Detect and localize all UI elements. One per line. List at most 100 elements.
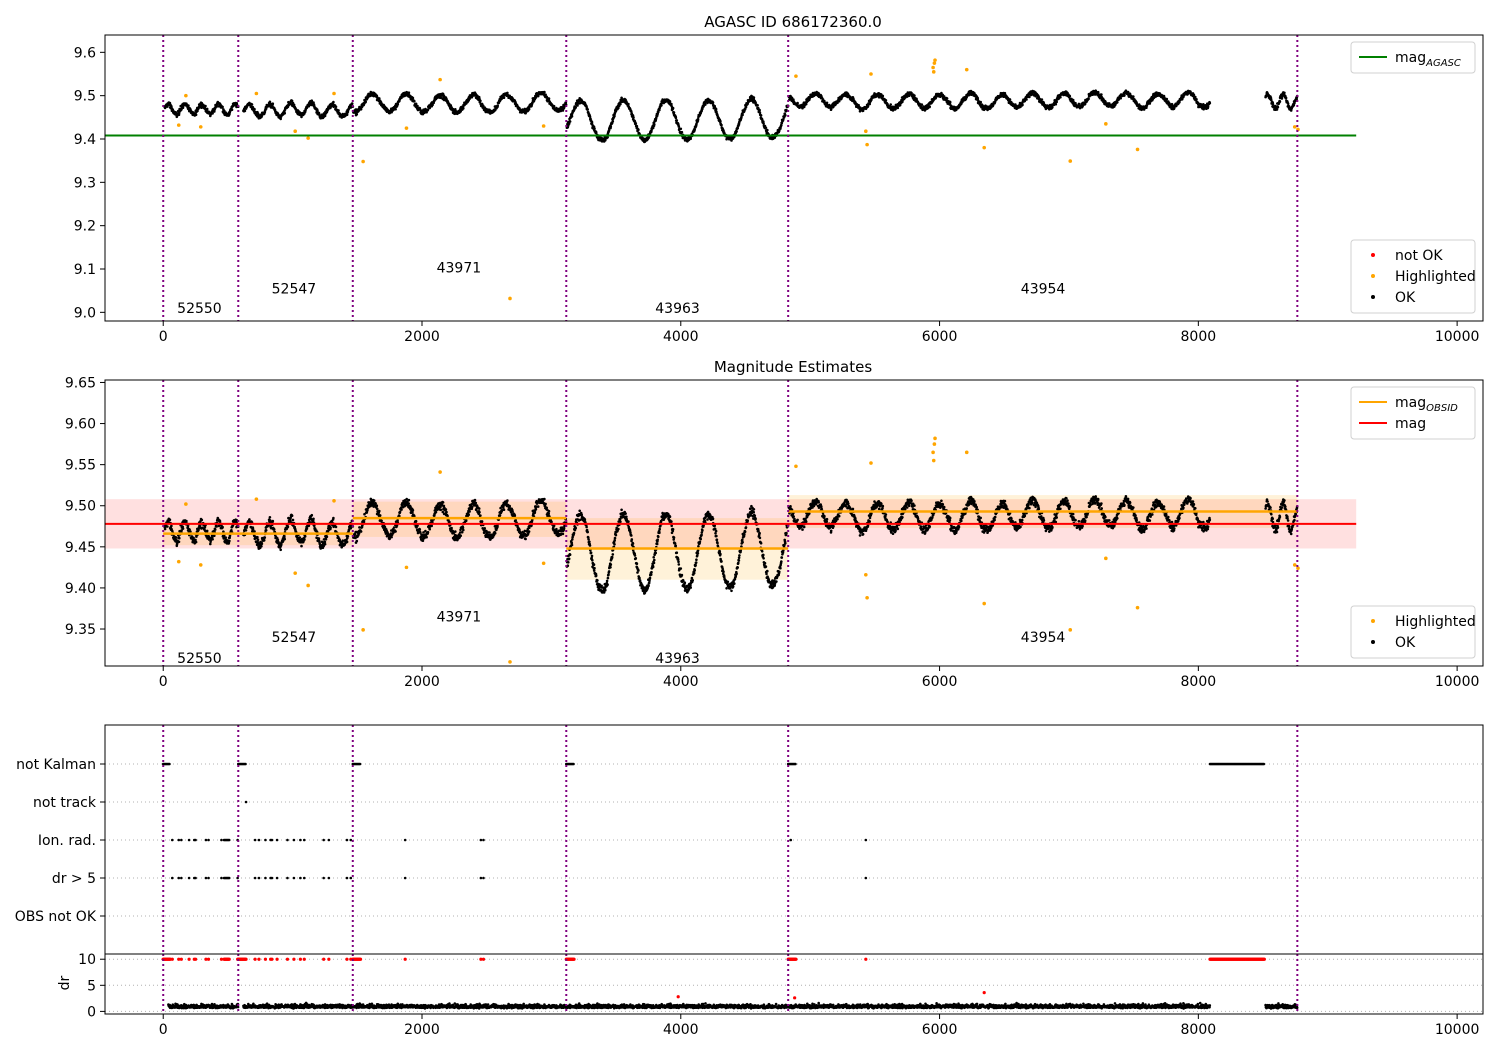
estimates-ok-point <box>283 535 286 539</box>
agasc-ok-point <box>590 120 594 124</box>
agasc-highlighted-point <box>1104 122 1108 126</box>
estimates-ok-point <box>376 507 379 511</box>
estimates-ok-point <box>200 518 204 522</box>
agasc-ok-point <box>735 130 738 133</box>
agasc-ok-point <box>312 101 315 104</box>
agasc-ok-point <box>1025 98 1028 101</box>
estimates-ok-point <box>407 502 411 505</box>
agasc-ok-point <box>1040 98 1044 101</box>
agasc-highlighted-point <box>1135 147 1140 152</box>
estimates-ok-point <box>426 530 430 534</box>
agasc-ok-point <box>396 103 400 106</box>
estimates-ok-point <box>390 535 393 539</box>
estimates-ok-point <box>256 538 260 541</box>
estimates-ok-point <box>244 529 248 532</box>
estimates-ok-point <box>418 528 422 531</box>
estimates-ok-point <box>346 535 350 538</box>
estimates-ok-point <box>248 518 251 521</box>
agasc-ok-point <box>1087 97 1090 101</box>
agasc-obsid-label: 52547 <box>272 282 317 298</box>
estimates-ok-point <box>305 527 309 530</box>
agasc-ok-point <box>881 94 885 98</box>
agasc-highlighted-point <box>198 125 203 129</box>
agasc-ok-point <box>1123 94 1126 97</box>
estimates-ok-point <box>215 525 218 528</box>
estimates-ok-point <box>194 540 198 544</box>
agasc-ok-point <box>166 105 169 108</box>
estimates-ok-point <box>251 527 255 531</box>
agasc-ok-point <box>1195 98 1198 101</box>
agasc-ok-point <box>976 97 980 101</box>
estimates-ok-point <box>445 510 448 514</box>
agasc-ok-point <box>611 120 615 123</box>
agasc-ok-point <box>660 104 663 107</box>
estimates-ok-point <box>276 538 280 542</box>
estimates-ok-point <box>228 539 231 543</box>
agasc-ok-point <box>653 123 656 126</box>
estimates-ok-point <box>467 513 471 516</box>
estimates-ok-point <box>441 501 445 504</box>
agasc-ok-point <box>310 99 314 102</box>
estimates-ok-point <box>264 529 268 532</box>
estimates-ok-point <box>221 525 224 529</box>
estimates-ok-point <box>374 502 377 505</box>
agasc-ok-point <box>627 102 630 106</box>
agasc-ok-point <box>283 112 287 115</box>
agasc-legend-label: not OK <box>1395 248 1443 264</box>
agasc-ok-point <box>889 103 892 106</box>
agasc-highlighted-point <box>794 74 798 78</box>
estimates-ok-point <box>256 535 259 539</box>
estimates-ok-point <box>272 528 276 531</box>
agasc-ok-point <box>752 96 756 99</box>
agasc-highlighted-point <box>254 91 259 96</box>
estimates-ok-point <box>454 530 457 533</box>
agasc-ok-point <box>1194 95 1197 99</box>
agasc-ok-point <box>689 137 692 141</box>
agasc-ok-point <box>181 106 185 109</box>
agasc-ok-point <box>205 107 209 111</box>
estimates-ok-point <box>478 511 481 514</box>
estimates-ok-point <box>291 518 295 522</box>
agasc-ok-point <box>416 104 419 108</box>
agasc-highlighted-point <box>932 61 937 65</box>
agasc-y-tick-label: 9.6 <box>74 45 96 61</box>
agasc-ok-point <box>764 126 768 130</box>
agasc-ok-point <box>279 117 283 121</box>
estimates-ok-point <box>177 540 181 544</box>
estimates-bands <box>105 495 1357 580</box>
agasc-ok-point <box>1021 103 1024 107</box>
estimates-ok-point <box>341 539 345 542</box>
agasc-ok-point <box>332 100 335 104</box>
agasc-ok-point <box>634 122 638 125</box>
agasc-ok-point <box>413 100 416 103</box>
estimates-ok-point <box>459 534 463 537</box>
estimates-ok-point <box>262 538 266 542</box>
estimates-ok-point <box>312 517 315 521</box>
agasc-ok-point <box>230 108 234 111</box>
agasc-highlighted-point <box>306 136 310 140</box>
estimates-ok-point <box>357 532 361 535</box>
agasc-panel-title: AGASC ID 686172360.0 <box>704 13 882 31</box>
estimates-ok-point <box>310 513 314 517</box>
agasc-ok-point <box>462 107 465 110</box>
estimates-ok-point <box>355 539 359 543</box>
agasc-ok-point <box>593 127 596 130</box>
agasc-ok-point <box>758 108 761 112</box>
agasc-highlighted-point <box>184 93 188 98</box>
agasc-ok-point <box>672 111 676 114</box>
agasc-ok-point <box>211 112 214 115</box>
agasc-highlighted-point <box>361 159 365 164</box>
agasc-ok-point <box>1206 105 1210 108</box>
agasc-ok-point <box>948 100 952 104</box>
estimates-ok-point <box>411 508 415 512</box>
agasc-ok-point <box>1055 100 1058 104</box>
agasc-x-tick-label: 2000 <box>404 329 440 345</box>
agasc-highlighted-point <box>332 91 336 96</box>
agasc-ok-point <box>741 113 744 117</box>
agasc-highlighted-point <box>931 65 935 70</box>
agasc-legend-upper: magAGASC <box>1350 41 1476 74</box>
agasc-highlighted-point <box>933 58 937 62</box>
estimates-ok-point <box>271 519 275 523</box>
estimates-ok-point <box>349 526 353 530</box>
